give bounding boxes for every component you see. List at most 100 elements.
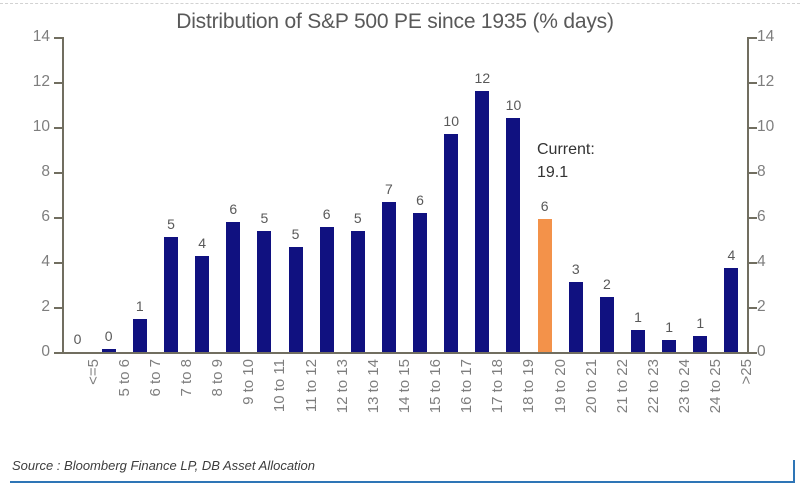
bottom-rule-horizontal <box>10 481 795 483</box>
y-tick-right <box>748 82 757 84</box>
y-axis-tick-label-right: 12 <box>757 73 775 90</box>
y-axis-tick-label-left: 6 <box>41 208 50 225</box>
bottom-rule-vertical <box>793 460 795 483</box>
x-axis-tick-label: 14 to 15 <box>395 359 413 414</box>
bar-21-to-22 <box>599 296 614 352</box>
bar-7-to-8 <box>163 237 178 352</box>
y-axis-tick-label-left: 4 <box>41 253 50 270</box>
bar-value-label: 12 <box>474 70 491 86</box>
bar-value-label: 5 <box>167 216 175 233</box>
bar-10-to-11 <box>257 230 272 352</box>
y-tick-left <box>54 37 62 39</box>
bar-value-label: 0 <box>104 328 113 345</box>
bar-14-to-15 <box>381 202 396 352</box>
bar-value-label: 2 <box>602 275 611 292</box>
bar-11-to-12 <box>288 247 303 352</box>
x-axis-tick-label: 9 to 10 <box>240 359 258 405</box>
x-axis-tick-label: 8 to 9 <box>209 359 227 397</box>
y-tick-left <box>54 172 62 174</box>
x-axis-tick-label: 11 to 12 <box>302 359 320 413</box>
x-axis-tick-label: 7 to 8 <box>177 359 195 397</box>
y-axis-tick-label-left: 14 <box>32 28 50 45</box>
bar-value-label: 4 <box>198 235 206 252</box>
x-axis-tick-label: 10 to 11 <box>271 359 289 413</box>
y-tick-right <box>748 307 757 309</box>
current-pe-annotation-line1: Current: <box>537 141 595 158</box>
bar-value-label: 6 <box>416 191 424 208</box>
x-axis-tick-label: >25 <box>738 359 756 385</box>
bar-value-label: 1 <box>665 318 674 335</box>
x-axis-tick-label: <=5 <box>84 359 102 385</box>
y-axis-tick-label-right: 14 <box>757 28 775 45</box>
y-axis-right <box>747 37 749 354</box>
bar-6-to-7 <box>132 319 147 352</box>
y-axis-tick-label-right: 0 <box>757 343 766 360</box>
bar-15-to-16 <box>413 212 428 352</box>
x-axis-tick-label: 13 to 14 <box>364 359 382 414</box>
chart-title: Distribution of S&P 500 PE since 1935 (%… <box>176 10 614 33</box>
x-axis-tick-label: 23 to 24 <box>676 359 694 414</box>
x-axis-tick-label: 17 to 18 <box>489 359 507 414</box>
y-tick-right <box>748 217 757 219</box>
y-axis-tick-label-left: 12 <box>32 73 50 90</box>
bar-value-label: 6 <box>322 206 331 223</box>
current-pe-annotation: Current: 19.1 <box>537 138 595 184</box>
bar-value-label: 10 <box>443 112 459 129</box>
bar-value-label: 1 <box>696 315 705 332</box>
bar-value-label: 10 <box>505 97 522 113</box>
bar-value-label: 0 <box>73 331 82 347</box>
bar-value-label: 5 <box>291 226 300 243</box>
x-axis-tick-label: 19 to 20 <box>551 359 569 414</box>
y-axis-tick-label-right: 4 <box>757 253 766 270</box>
y-axis-tick-label-left: 10 <box>32 118 50 135</box>
bar-19-to-20 <box>537 219 552 352</box>
bar-22-to-23 <box>631 329 646 352</box>
x-axis-tick-label: 15 to 16 <box>427 359 445 414</box>
y-axis-tick-label-right: 10 <box>757 118 775 135</box>
y-tick-right <box>748 352 757 354</box>
bar--25 <box>724 267 739 352</box>
bar-value-label: 6 <box>540 198 549 215</box>
y-axis-tick-label-right: 6 <box>757 208 766 225</box>
x-axis-tick-label: 12 to 13 <box>333 359 351 414</box>
bar-value-label: 4 <box>727 246 736 263</box>
bar-18-to-19 <box>506 118 521 352</box>
y-axis-tick-label-left: 2 <box>41 298 50 315</box>
bar-value-label: 3 <box>571 261 580 278</box>
x-axis-tick-label: 22 to 23 <box>645 359 663 414</box>
current-pe-annotation-line2: 19.1 <box>537 164 569 181</box>
bar-17-to-18 <box>475 91 490 352</box>
bar-5-to-6 <box>101 349 116 352</box>
bar-value-label: 5 <box>260 209 269 226</box>
x-axis-tick-label: 20 to 21 <box>582 359 600 414</box>
y-axis-tick-label-right: 2 <box>757 298 766 315</box>
y-tick-left <box>54 352 62 354</box>
x-axis-tick-label: 16 to 17 <box>458 359 476 414</box>
bar-16-to-17 <box>444 133 459 352</box>
y-axis-left <box>62 37 64 354</box>
bar-value-label: 5 <box>353 209 362 226</box>
bar-12-to-13 <box>319 227 334 352</box>
bar-value-label: 1 <box>135 298 144 315</box>
bar-value-label: 7 <box>385 181 393 198</box>
x-axis-tick-label: 6 to 7 <box>146 359 164 397</box>
y-tick-left <box>54 82 62 84</box>
y-axis-tick-label-left: 8 <box>41 163 50 180</box>
y-tick-left <box>54 217 62 219</box>
y-tick-right <box>748 262 757 264</box>
bar-13-to-14 <box>350 230 365 352</box>
y-tick-right <box>748 172 757 174</box>
bar-8-to-9 <box>195 256 210 352</box>
x-axis-tick-label: 24 to 25 <box>707 359 725 414</box>
x-axis-tick-label: 18 to 19 <box>520 359 538 414</box>
y-tick-left <box>54 262 62 264</box>
y-tick-right <box>748 37 757 39</box>
x-axis-tick-label: 5 to 6 <box>115 359 133 397</box>
bar-9-to-10 <box>226 221 241 352</box>
top-dashed-divider <box>0 3 800 4</box>
y-axis-tick-label-right: 8 <box>757 163 766 180</box>
y-axis-tick-label-left: 0 <box>41 343 50 360</box>
y-tick-left <box>54 127 62 129</box>
bar-value-label: 1 <box>634 308 642 325</box>
